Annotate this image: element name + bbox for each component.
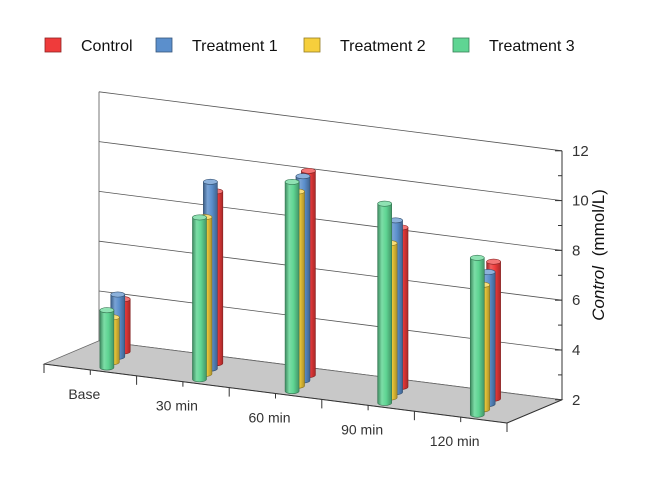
category-label: 30 min: [156, 398, 198, 414]
legend: Control Treatment 1 Treatment 2 Treatment 3: [44, 37, 575, 55]
bar-cap: [203, 178, 218, 185]
legend-label: Treatment 1: [192, 38, 278, 55]
bar-cap: [295, 173, 311, 180]
x-axis: Base 30 min 60 min 90 min 120 min: [43, 363, 508, 449]
y-tick-label: 12: [572, 143, 589, 160]
y-axis-title-unit: (mmol/L): [589, 189, 608, 256]
y-axis: 2 4 6 8 10 12: [506, 143, 589, 424]
y-axis-title: Control (mmol/L): [589, 189, 608, 321]
legend-swatch: [303, 37, 321, 53]
legend-item: Treatment 1: [155, 37, 278, 55]
category-label: 120 min: [430, 433, 480, 449]
bar-cap: [377, 200, 392, 207]
bar-cap: [301, 167, 316, 174]
depth-axis-line: [506, 399, 563, 424]
legend-label: Treatment 2: [340, 38, 426, 55]
bar-cap: [99, 307, 115, 314]
y-tick-label: 10: [572, 193, 589, 210]
bar-body: [469, 257, 485, 418]
legend-item: Treatment 3: [452, 37, 575, 55]
y-tick-label: 6: [572, 292, 580, 309]
category-label: 60 min: [248, 410, 290, 426]
gridline: [98, 141, 563, 201]
y-tick-label: 8: [572, 242, 580, 259]
bar-cap: [469, 254, 485, 261]
legend-swatch: [155, 37, 173, 53]
category-label: 90 min: [341, 421, 383, 437]
legend-label: Treatment 3: [489, 38, 575, 55]
legend-swatch: [452, 37, 470, 53]
legend-swatch: [44, 37, 62, 53]
bar-treatment-3: [284, 179, 300, 394]
bar-cap: [486, 258, 501, 265]
bar-treatment-3: [377, 200, 392, 406]
y-axis-title-prefix: Control: [589, 265, 608, 321]
legend-item: Control: [44, 37, 133, 55]
gridline: [98, 191, 563, 251]
bar-cap: [284, 179, 300, 185]
legend-label: Control: [81, 38, 133, 55]
bar-treatment-3: [469, 254, 485, 418]
bar-cap: [110, 291, 126, 298]
gridline: [98, 91, 563, 152]
bar-treatment-3: [99, 307, 115, 371]
bars: [99, 167, 501, 418]
bar-body: [284, 181, 300, 394]
bar-body: [377, 203, 392, 406]
y-tick-label: 4: [572, 342, 580, 359]
bar-treatment-3: [192, 214, 207, 383]
bar-body: [99, 309, 115, 371]
bar-cap: [192, 214, 207, 221]
legend-item: Treatment 2: [303, 37, 426, 55]
bar-body: [192, 217, 207, 383]
y-tick-label: 2: [572, 392, 580, 409]
category-label: Base: [68, 386, 100, 402]
